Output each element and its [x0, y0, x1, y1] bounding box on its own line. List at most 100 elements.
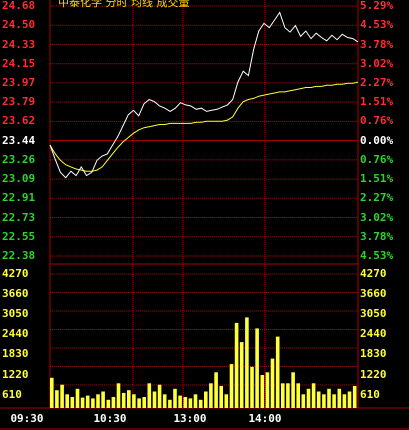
percent-tick-label: 1.51%	[360, 172, 394, 186]
volume-bar	[204, 391, 208, 408]
chart-header: 中泰化学 分时 均线 成交量	[58, 0, 190, 9]
price-tick-label: 24.68	[2, 0, 36, 12]
price-tick-label: 22.73	[2, 210, 36, 224]
time-tick-label: 13:00	[173, 412, 207, 425]
volume-bar	[286, 383, 290, 408]
volume-bar	[245, 317, 249, 408]
volume-tick-label: 3050	[2, 307, 29, 321]
volume-bar	[106, 399, 111, 408]
volume-tick-label: 4270	[360, 267, 387, 280]
volume-bar	[255, 328, 259, 408]
volume-tick-label: 3660	[360, 287, 387, 301]
volume-bar	[327, 388, 331, 408]
volume-tick-label: 610	[2, 387, 22, 401]
volume-tick-label: 3660	[2, 287, 29, 301]
volume-tick-label: 1830	[2, 347, 29, 361]
volume-bar	[234, 322, 239, 408]
volume-bar	[229, 364, 234, 408]
volume-bar	[183, 397, 188, 408]
price-tick-label: 23.26	[2, 152, 36, 166]
volume-bar	[65, 394, 69, 408]
volume-bar	[214, 372, 218, 408]
time-tick-label: 10:30	[93, 412, 127, 425]
volume-bar	[342, 394, 347, 408]
percent-tick-label: 0.00%	[360, 133, 394, 147]
percent-tick-label: 4.53%	[360, 249, 394, 262]
volume-bar	[162, 394, 167, 408]
volume-bar	[260, 375, 265, 408]
price-tick-label: 23.44	[2, 133, 36, 147]
volume-bar	[50, 377, 54, 408]
volume-tick-label: 610	[360, 387, 380, 401]
volume-bar	[111, 397, 116, 408]
price-tick-label: 23.09	[2, 172, 36, 186]
volume-bar	[311, 383, 316, 408]
volume-bar	[281, 383, 285, 408]
volume-bar	[265, 372, 270, 408]
volume-bar	[301, 394, 306, 408]
percent-tick-label: 2.27%	[360, 191, 394, 205]
price-tick-label: 22.91	[2, 191, 36, 205]
volume-bar	[127, 390, 131, 408]
volume-bar	[116, 383, 121, 408]
volume-bar	[152, 391, 157, 408]
volume-bar	[178, 395, 182, 408]
volume-bar	[198, 399, 203, 408]
volume-tick-label: 1830	[360, 347, 387, 361]
volume-bar	[96, 394, 100, 408]
volume-tick-label: 1220	[360, 367, 387, 381]
price-tick-label: 22.55	[2, 229, 36, 243]
volume-bar	[70, 397, 75, 408]
volume-bar	[270, 358, 275, 408]
price-tick-label: 22.38	[2, 249, 36, 262]
price-line	[49, 11, 359, 179]
percent-tick-label: 5.29%	[360, 0, 394, 12]
volume-bar	[193, 394, 198, 408]
volume-tick-label: 2440	[360, 327, 387, 341]
volume-bar	[157, 384, 162, 408]
volume-bar	[188, 398, 193, 408]
volume-bar	[55, 390, 59, 408]
volume-bar	[322, 394, 326, 408]
volume-bar	[75, 388, 80, 408]
volume-bar	[239, 342, 244, 408]
volume-bar	[85, 395, 90, 408]
volume-bar	[352, 386, 357, 408]
volume-bar	[142, 397, 146, 408]
volume-bar	[137, 398, 141, 408]
percent-tick-label: 0.76%	[360, 152, 394, 166]
volume-bar	[91, 398, 95, 408]
volume-bar	[306, 388, 311, 408]
volume-bar	[80, 397, 85, 408]
volume-bar	[224, 394, 229, 408]
volume-bar	[337, 388, 342, 408]
price-tick-label: 24.33	[2, 37, 36, 51]
percent-tick-label: 3.78%	[360, 229, 394, 243]
volume-bar	[291, 372, 295, 408]
volume-bar	[132, 394, 136, 408]
percent-tick-label: 3.78%	[360, 37, 394, 51]
time-tick-label: 09:30	[10, 412, 44, 425]
volume-bar	[316, 391, 321, 408]
average-price-line	[49, 81, 359, 172]
percent-tick-label: 3.02%	[360, 210, 394, 224]
volume-bar	[121, 392, 126, 408]
volume-bar	[168, 399, 172, 408]
time-tick-label: 14:00	[248, 412, 282, 425]
volume-bar	[296, 383, 300, 408]
volume-tick-label: 3050	[360, 307, 387, 321]
percent-tick-label: 0.76%	[360, 114, 394, 128]
percent-tick-label: 2.27%	[360, 75, 394, 89]
volume-bar	[147, 383, 152, 408]
volume-bar	[275, 336, 280, 408]
price-tick-label: 24.15	[2, 56, 36, 70]
percent-tick-label: 4.53%	[360, 18, 394, 32]
volume-bar	[332, 394, 336, 408]
volume-tick-label: 2440	[2, 327, 29, 341]
percent-tick-label: 1.51%	[360, 95, 394, 109]
percent-tick-label: 3.02%	[360, 56, 394, 70]
volume-tick-label: 1220	[2, 367, 29, 381]
volume-bar	[101, 391, 105, 408]
volume-bar	[209, 383, 213, 408]
